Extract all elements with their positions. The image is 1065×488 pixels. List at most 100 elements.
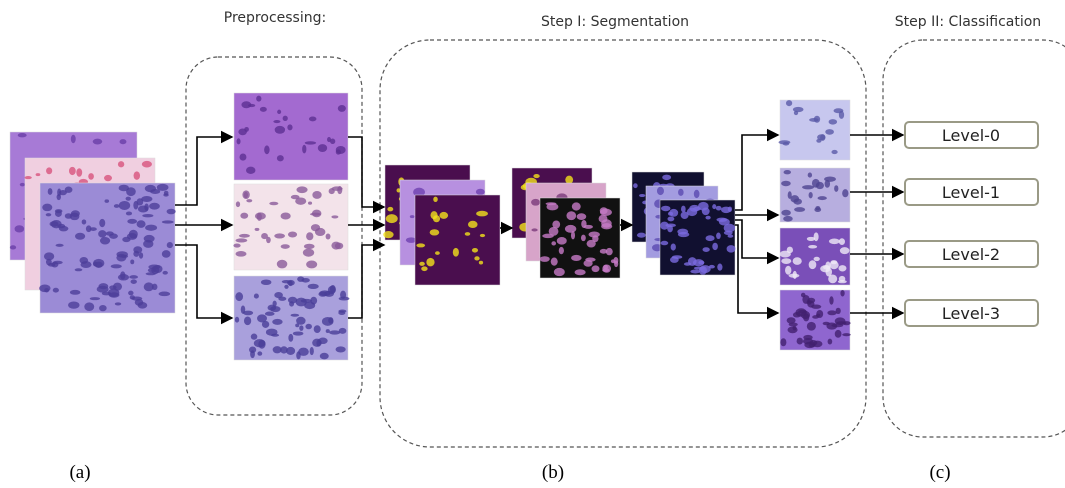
texture xyxy=(694,190,700,198)
texture xyxy=(430,211,437,219)
texture xyxy=(386,214,398,223)
texture xyxy=(829,296,833,304)
texture xyxy=(338,105,346,112)
texture xyxy=(308,284,319,289)
texture xyxy=(785,266,791,275)
texture xyxy=(10,245,16,249)
texture xyxy=(716,206,722,211)
texture xyxy=(145,225,157,231)
texture xyxy=(814,207,821,212)
texture xyxy=(108,288,119,297)
texture xyxy=(291,314,300,317)
texture xyxy=(337,186,342,194)
texture xyxy=(235,317,239,323)
texture xyxy=(336,146,346,154)
classification-box xyxy=(883,40,1065,437)
level-label: Level-3 xyxy=(942,304,1000,323)
texture xyxy=(825,129,834,135)
texture xyxy=(237,138,241,144)
texture xyxy=(251,334,258,340)
texture xyxy=(122,237,130,242)
texture xyxy=(661,241,669,245)
texture xyxy=(236,201,240,207)
texture xyxy=(163,193,168,196)
texture xyxy=(236,251,247,257)
texture xyxy=(831,150,837,154)
texture xyxy=(842,333,851,336)
texture xyxy=(133,201,138,210)
texture xyxy=(669,209,678,217)
texture xyxy=(283,116,288,121)
texture xyxy=(421,266,427,271)
texture xyxy=(716,218,727,222)
texture xyxy=(662,175,671,180)
texture xyxy=(141,196,152,202)
texture xyxy=(261,279,272,285)
texture xyxy=(159,292,171,297)
texture xyxy=(68,301,79,308)
level-boxes: Level-0Level-1Level-2Level-3 xyxy=(905,122,1038,326)
texture xyxy=(531,228,537,231)
texture xyxy=(824,177,836,182)
texture xyxy=(816,182,824,189)
texture xyxy=(318,338,328,345)
texture xyxy=(121,255,129,258)
texture xyxy=(416,243,425,247)
texture xyxy=(801,293,806,298)
texture xyxy=(153,265,162,273)
texture xyxy=(272,319,282,325)
texture xyxy=(235,238,247,242)
texture xyxy=(557,237,567,245)
texture xyxy=(554,268,565,276)
texture xyxy=(639,194,645,197)
texture xyxy=(551,258,558,266)
texture xyxy=(295,323,299,327)
texture xyxy=(712,204,716,209)
texture xyxy=(299,325,303,331)
texture xyxy=(479,261,483,265)
texture xyxy=(70,290,81,295)
texture xyxy=(571,231,575,239)
texture xyxy=(784,170,791,174)
texture xyxy=(75,233,85,240)
texture xyxy=(119,201,130,210)
texture xyxy=(794,111,798,115)
texture xyxy=(807,322,816,331)
texture xyxy=(152,284,158,290)
texture xyxy=(577,213,587,220)
texture xyxy=(295,197,306,204)
texture xyxy=(167,242,173,248)
texture xyxy=(115,302,121,305)
texture xyxy=(318,144,327,152)
texture xyxy=(18,133,27,137)
texture xyxy=(59,190,67,195)
texture xyxy=(288,334,293,342)
texture xyxy=(565,176,573,184)
texture xyxy=(126,212,132,216)
texture xyxy=(129,275,138,279)
texture xyxy=(254,339,266,347)
texture xyxy=(296,351,301,359)
texture xyxy=(53,288,59,293)
texture xyxy=(145,185,156,192)
texture xyxy=(98,230,106,238)
texture xyxy=(698,202,709,211)
texture xyxy=(326,234,331,240)
texture xyxy=(167,209,176,215)
texture xyxy=(97,286,109,293)
texture xyxy=(533,174,539,178)
texture xyxy=(81,261,92,268)
texture xyxy=(705,216,710,220)
texture xyxy=(246,199,252,202)
texture xyxy=(694,267,706,270)
texture xyxy=(433,197,438,202)
texture xyxy=(611,259,615,263)
texture xyxy=(712,243,718,250)
texture xyxy=(581,235,586,241)
texture xyxy=(233,244,240,248)
texture xyxy=(105,199,110,202)
texture xyxy=(839,111,844,119)
texture xyxy=(268,305,277,311)
texture xyxy=(842,189,848,197)
section-title: Step I: Segmentation xyxy=(541,14,689,30)
